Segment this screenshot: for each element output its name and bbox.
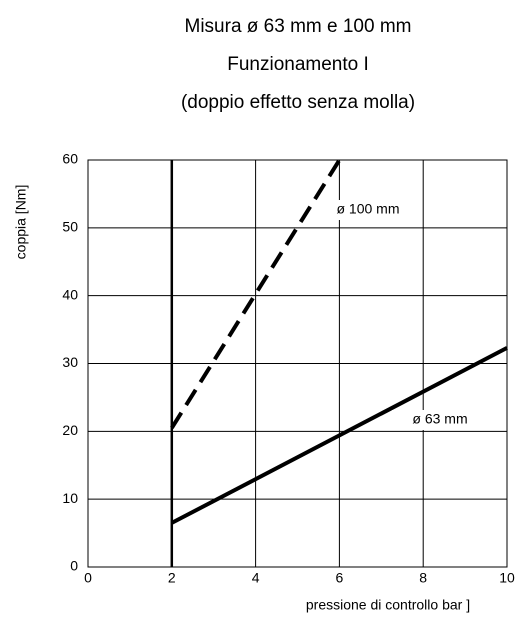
label-background: [320, 200, 416, 220]
plot-border: [87, 159, 508, 568]
y-tick-label: 50: [62, 219, 78, 235]
series-label: ø 100 mm: [336, 201, 399, 217]
label-background: [392, 410, 488, 430]
chart-title: (doppio effetto senza molla): [181, 92, 415, 113]
y-axis-label: coppia [Nm]: [13, 185, 29, 260]
x-tick-label: 10: [499, 570, 515, 586]
x-tick-label: 2: [168, 570, 176, 586]
y-tick-label: 40: [62, 286, 78, 302]
y-tick-label: 0: [70, 558, 78, 574]
chart-title: Funzionamento I: [227, 54, 369, 75]
x-axis-label: pressione di controllo bar ]: [306, 597, 470, 613]
chart-title: Misura ø 63 mm e 100 mm: [185, 16, 412, 37]
y-tick-label: 30: [62, 354, 78, 370]
x-tick-label: 4: [252, 570, 260, 586]
x-tick-label: 0: [84, 570, 92, 586]
y-tick-label: 10: [62, 490, 78, 506]
series-line: [170, 346, 508, 525]
y-tick-label: 60: [62, 151, 78, 167]
y-tick-label: 20: [62, 422, 78, 438]
x-tick-label: 6: [336, 570, 344, 586]
x-tick-label: 8: [419, 570, 427, 586]
series-label: ø 63 mm: [412, 411, 467, 427]
